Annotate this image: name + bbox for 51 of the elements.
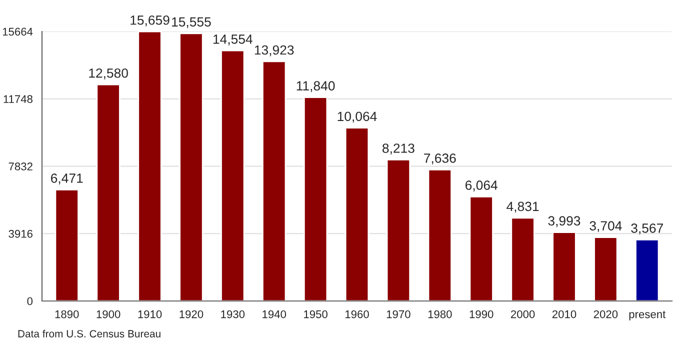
bar (179, 32, 204, 301)
y-tick-label: 3916 (8, 230, 32, 238)
data-label: 6,471 (51, 174, 83, 184)
x-tick-label: 1950 (304, 310, 328, 318)
bar (344, 127, 370, 301)
bar (469, 196, 494, 301)
data-label: 14,554 (213, 34, 252, 46)
data-label: 13,923 (254, 45, 294, 56)
bar (510, 217, 535, 301)
x-tick-label: 2000 (510, 310, 535, 318)
y-tick-label: 7832 (8, 162, 32, 170)
y-tick-label: 0 (27, 297, 33, 306)
bar (96, 84, 120, 301)
data-label: 12,580 (89, 68, 128, 80)
data-label: 3,567 (631, 224, 663, 234)
data-label: 6,064 (466, 180, 498, 192)
data-label: 3,704 (590, 221, 622, 232)
data-label: 8,213 (382, 144, 414, 154)
bar (54, 188, 79, 301)
data-label: 11,840 (296, 81, 335, 92)
x-tick-label: 2020 (594, 310, 618, 318)
x-tick-label: 1930 (221, 310, 245, 318)
bar (428, 168, 452, 301)
bar (262, 60, 286, 301)
x-tick-label: 1890 (55, 310, 79, 318)
x-tick-label: 1900 (96, 310, 120, 318)
bar (303, 96, 328, 301)
bar (635, 238, 660, 301)
x-tick-label: 1940 (262, 310, 286, 318)
x-tick-label: 1990 (470, 310, 494, 318)
bar (552, 232, 576, 301)
x-tick-label: 1970 (386, 310, 410, 318)
x-tick-label: 1980 (428, 310, 452, 318)
data-label: 15,555 (172, 17, 211, 28)
data-label: 4,831 (506, 202, 539, 213)
x-tick-label: present (629, 310, 666, 320)
x-tick-label: 1960 (345, 310, 369, 318)
bar (594, 236, 618, 301)
bar (386, 159, 411, 301)
x-tick-label: 1920 (180, 310, 204, 318)
x-tick-label: 2010 (552, 310, 576, 318)
data-label: 15,659 (130, 15, 170, 26)
data-label: 10,064 (338, 112, 377, 123)
x-tick-label: 1910 (138, 310, 162, 318)
data-label: 3,993 (548, 216, 580, 228)
bar (138, 32, 162, 301)
bar (220, 50, 245, 301)
y-tick-label: 11748 (4, 95, 32, 104)
data-label: 7,636 (424, 154, 456, 164)
y-tick-label: 15664 (2, 28, 33, 36)
text: Data from U.S. Census Bureau (18, 330, 160, 338)
